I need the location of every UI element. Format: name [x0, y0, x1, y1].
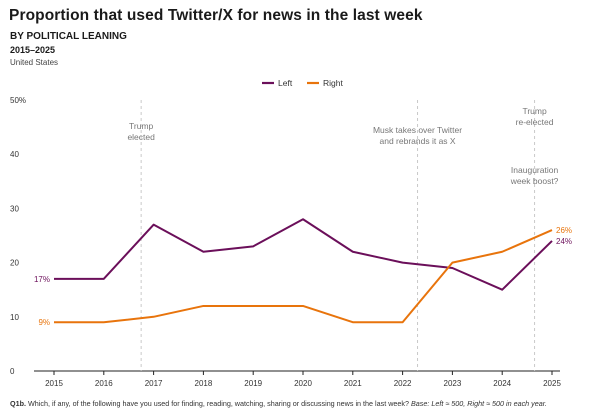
y-tick-label-50: 50%	[10, 96, 26, 105]
annotation-text-1-0: Musk takes over Twitter	[373, 125, 462, 135]
annotation-text-3-1: week boost?	[510, 176, 559, 186]
series-line-left	[54, 218, 553, 291]
x-tick-label-2016: 2016	[95, 379, 113, 388]
legend-label-left: Left	[278, 78, 293, 88]
x-tick-label-2020: 2020	[294, 379, 312, 388]
annotation-text-2-1: re-elected	[516, 117, 554, 127]
chart-region: United States	[10, 58, 59, 67]
x-tick-label-2015: 2015	[45, 379, 63, 388]
footnote: Q1b. Which, if any, of the following hav…	[10, 399, 547, 408]
y-tick-label-30: 30	[10, 204, 19, 213]
footnote-text: Which, if any, of the following have you…	[25, 399, 411, 408]
start-label-right: 9%	[38, 318, 50, 327]
x-tick-label-2022: 2022	[394, 379, 412, 388]
y-tick-label-10: 10	[10, 313, 19, 322]
x-tick-label-2024: 2024	[493, 379, 511, 388]
footnote-question-id: Q1b.	[10, 399, 26, 408]
footnote-base: Base: Left ≈ 500, Right ≈ 500 in each ye…	[411, 399, 547, 408]
x-tick-label-2018: 2018	[195, 379, 213, 388]
series-line-right	[54, 229, 553, 324]
annotation-text-2-0: Trump	[522, 106, 547, 116]
annotation-text-0-1: elected	[127, 132, 155, 142]
chart-years: 2015–2025	[10, 45, 56, 55]
annotation-text-0-0: Trump	[129, 121, 154, 131]
y-tick-label-20: 20	[10, 259, 19, 268]
x-tick-label-2019: 2019	[244, 379, 262, 388]
x-tick-label-2023: 2023	[444, 379, 462, 388]
x-tick-label-2017: 2017	[145, 379, 163, 388]
end-label-left: 24%	[556, 237, 572, 246]
annotation-text-1-1: and rebrands it as X	[380, 136, 456, 146]
start-label-left: 17%	[34, 275, 50, 284]
y-tick-label-40: 40	[10, 150, 19, 159]
chart-subtitle: BY POLITICAL LEANING	[10, 31, 127, 42]
x-tick-label-2021: 2021	[344, 379, 362, 388]
chart-title: Proportion that used Twitter/X for news …	[9, 7, 423, 24]
legend-label-right: Right	[323, 78, 343, 88]
annotation-text-3-0: Inauguration	[511, 165, 559, 175]
end-label-right: 26%	[556, 226, 572, 235]
y-tick-label-0: 0	[10, 367, 15, 376]
x-tick-label-2025: 2025	[543, 379, 561, 388]
